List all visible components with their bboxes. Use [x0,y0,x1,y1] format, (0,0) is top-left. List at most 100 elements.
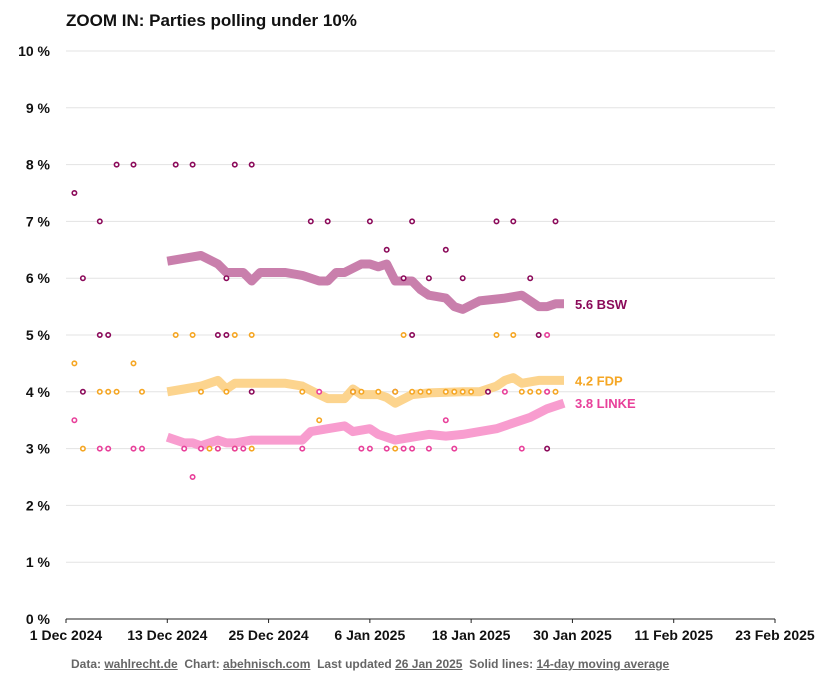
poll-point-bsw [527,275,534,282]
poll-point-bsw [248,388,255,395]
poll-point-bsw [105,331,112,338]
y-axis-ticks: 0 % 1 % 2 % 3 % 4 % 5 % 6 % 7 % 8 % 9 % 10 % [18,43,50,627]
poll-point-linke [366,445,373,452]
poll-point-linke [198,445,205,452]
y-tick-label: 7 % [26,213,51,229]
poll-point-linke [501,388,508,395]
poll-point-linke [544,331,551,338]
last-updated-link[interactable]: 26 Jan 2025 [395,657,463,671]
poll-point-fdp [206,445,213,452]
poll-point-bsw [96,218,103,225]
poll-point-linke [105,445,112,452]
y-tick-label: 1 % [26,554,51,570]
x-tick-label: 13 Dec 2024 [127,627,207,643]
poll-point-linke [189,473,196,480]
poll-point-fdp [172,331,179,338]
poll-point-fdp [299,388,306,395]
poll-point-bsw [172,161,179,168]
footer: Data: wahlrecht.de Chart: abehnisch.com … [71,657,669,671]
poll-point-linke [400,445,407,452]
poll-point-bsw [231,161,238,168]
poll-point-linke [96,445,103,452]
x-tick-label: 25 Dec 2024 [228,627,308,643]
poll-point-linke [299,445,306,452]
poll-point-fdp [535,388,542,395]
x-axis-ticks: 1 Dec 2024 13 Dec 2024 25 Dec 2024 6 Jan 20… [30,619,815,643]
poll-point-bsw [324,218,331,225]
poll-point-bsw [442,246,449,253]
footer-solid-prefix: Solid lines: [469,657,537,671]
grid [66,50,775,620]
y-tick-label: 5 % [26,327,51,343]
x-tick-label: 23 Feb 2025 [735,627,815,643]
poll-point-fdp [198,388,205,395]
y-tick-label: 8 % [26,157,51,173]
poll-point-fdp [468,388,475,395]
end-label-bsw: 5.6 BSW [575,297,628,312]
footer-chart-prefix: Chart: [184,657,224,671]
poll-point-fdp [113,388,120,395]
poll-point-fdp [71,360,78,367]
data-source-link[interactable]: wahlrecht.de [104,657,178,671]
trend-line-linke [165,398,566,451]
poll-point-bsw [409,331,416,338]
y-tick-label: 0 % [26,611,51,627]
poll-point-fdp [518,388,525,395]
y-tick-label: 9 % [26,100,51,116]
poll-point-fdp [139,388,146,395]
poll-point-fdp [248,331,255,338]
x-tick-label: 6 Jan 2025 [334,627,405,643]
poll-point-linke [518,445,525,452]
poll-point-bsw [400,275,407,282]
poll-point-bsw [307,218,314,225]
poll-point-fdp [375,388,382,395]
poll-point-bsw [484,388,491,395]
poll-point-bsw [552,218,559,225]
poll-point-linke [130,445,137,452]
poll-point-linke [181,445,188,452]
poll-point-bsw [493,218,500,225]
poll-point-fdp [231,331,238,338]
poll-point-linke [316,388,323,395]
trend-lines [165,251,566,451]
poll-point-fdp [425,388,432,395]
poll-point-fdp [349,388,356,395]
poll-point-fdp [417,388,424,395]
poll-point-fdp [493,331,500,338]
poll-point-linke [358,445,365,452]
poll-point-fdp [552,388,559,395]
x-tick-label: 18 Jan 2025 [432,627,511,643]
poll-point-bsw [409,218,416,225]
poll-point-bsw [366,218,373,225]
poll-point-linke [231,445,238,452]
poll-point-linke [425,445,432,452]
poll-points [71,161,559,480]
end-labels: 5.6 BSW 4.2 FDP 3.8 LINKE [575,297,636,411]
poll-point-linke [214,445,221,452]
moving-average-link[interactable]: 14-day moving average [536,657,670,671]
poll-point-linke [139,445,146,452]
poll-point-fdp [130,360,137,367]
poll-point-bsw [425,275,432,282]
poll-point-bsw [189,161,196,168]
chart-author-link[interactable]: abehnisch.com [223,657,311,671]
y-tick-label: 6 % [26,270,51,286]
y-tick-label: 2 % [26,497,51,513]
poll-point-linke [71,417,78,424]
y-tick-label: 4 % [26,384,51,400]
poll-point-fdp [451,388,458,395]
trend-line-bsw [166,251,564,314]
poll-point-linke [240,445,247,452]
poll-point-fdp [400,331,407,338]
poll-point-bsw [71,190,78,197]
poll-point-bsw [130,161,137,168]
end-label-fdp: 4.2 FDP [575,373,623,388]
poll-point-fdp [248,445,255,452]
poll-point-fdp [105,388,112,395]
poll-point-fdp [96,388,103,395]
x-tick-label: 1 Dec 2024 [30,627,103,643]
poll-point-fdp [316,417,323,424]
poll-point-bsw [535,331,542,338]
x-tick-label: 11 Feb 2025 [634,627,713,643]
